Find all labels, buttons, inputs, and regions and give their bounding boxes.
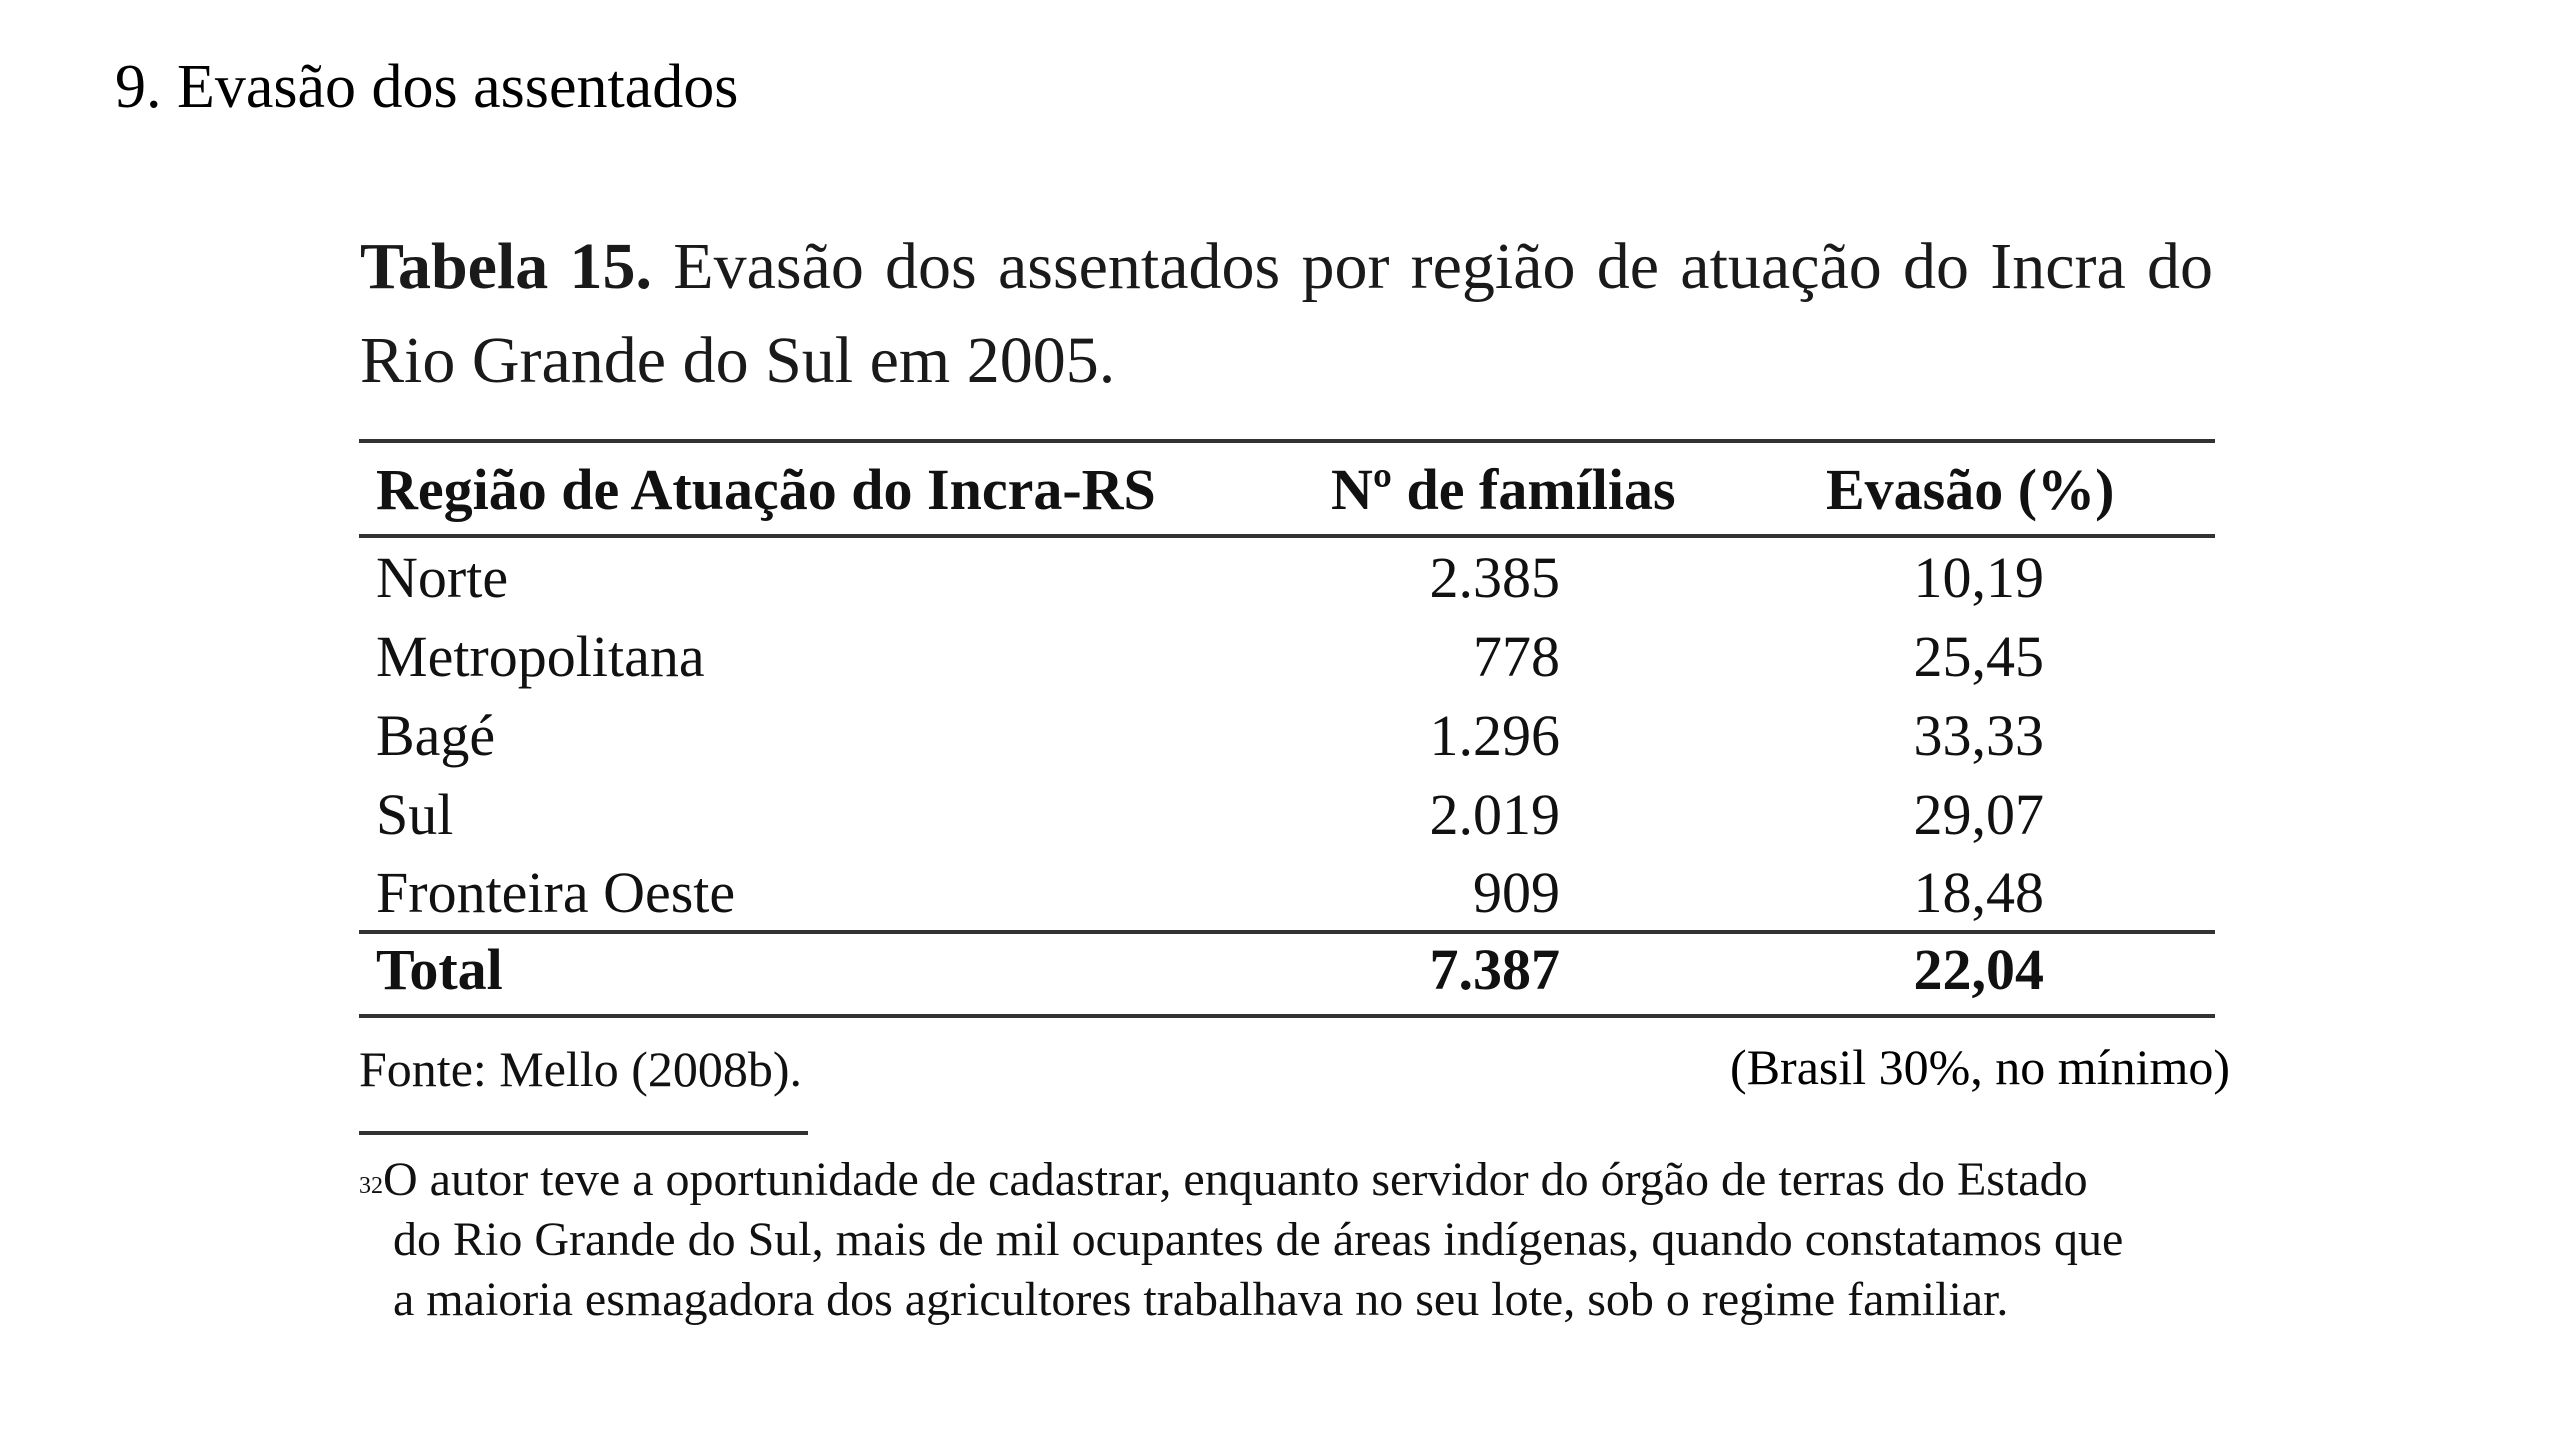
- header-region: Região de Atuação do Incra-RS: [376, 457, 1156, 522]
- header-rule: [359, 534, 2215, 538]
- cell-evasion: 25,45: [1913, 624, 2045, 689]
- cell-region: Metropolitana: [376, 624, 705, 689]
- cell-families: 2.019: [1429, 782, 1561, 847]
- footnote-rule: [359, 1131, 808, 1135]
- table-caption: Tabela 15. Evasão dos assentados por reg…: [360, 220, 2213, 408]
- table-bottom-rule: [359, 1014, 2215, 1018]
- cell-region: Fronteira Oeste: [376, 860, 736, 925]
- footnote-line: do Rio Grande do Sul, mais de mil ocupan…: [393, 1213, 2124, 1266]
- cell-evasion: 33,33: [1913, 703, 2045, 768]
- section-heading: 9. Evasão dos assentados: [115, 53, 739, 121]
- cell-families: 909: [1473, 860, 1560, 925]
- header-families: Nº de famílias: [1331, 457, 1676, 522]
- cell-families: 2.385: [1429, 545, 1561, 610]
- cell-region: Sul: [376, 782, 454, 847]
- cell-families: 778: [1473, 624, 1560, 689]
- cell-region: Norte: [376, 545, 509, 610]
- cell-evasion: 18,48: [1913, 860, 2045, 925]
- table-caption-text: Evasão dos assentados por região de atua…: [360, 230, 2213, 397]
- cell-evasion: 10,19: [1913, 545, 2045, 610]
- cell-families: 1.296: [1429, 703, 1561, 768]
- footnote-line: a maioria esmagadora dos agricultores tr…: [393, 1273, 2009, 1326]
- total-label: Total: [376, 937, 503, 1002]
- annotation-note: (Brasil 30%, no mínimo): [1730, 1039, 2230, 1095]
- total-rule: [359, 930, 2215, 934]
- footnote: 32O autor teve a oportunidade de cadastr…: [359, 1150, 2219, 1330]
- header-evasion: Evasão (%): [1826, 457, 2115, 522]
- footnote-line: O autor teve a oportunidade de cadastrar…: [383, 1153, 2088, 1206]
- footnote-number: 32: [359, 1173, 383, 1199]
- table-source: Fonte: Mello (2008b).: [359, 1041, 803, 1097]
- total-families: 7.387: [1429, 937, 1561, 1002]
- total-evasion: 22,04: [1913, 937, 2045, 1002]
- cell-region: Bagé: [376, 703, 496, 768]
- table-top-rule: [359, 439, 2215, 443]
- cell-evasion: 29,07: [1913, 782, 2045, 847]
- table-caption-label: Tabela 15.: [360, 230, 653, 303]
